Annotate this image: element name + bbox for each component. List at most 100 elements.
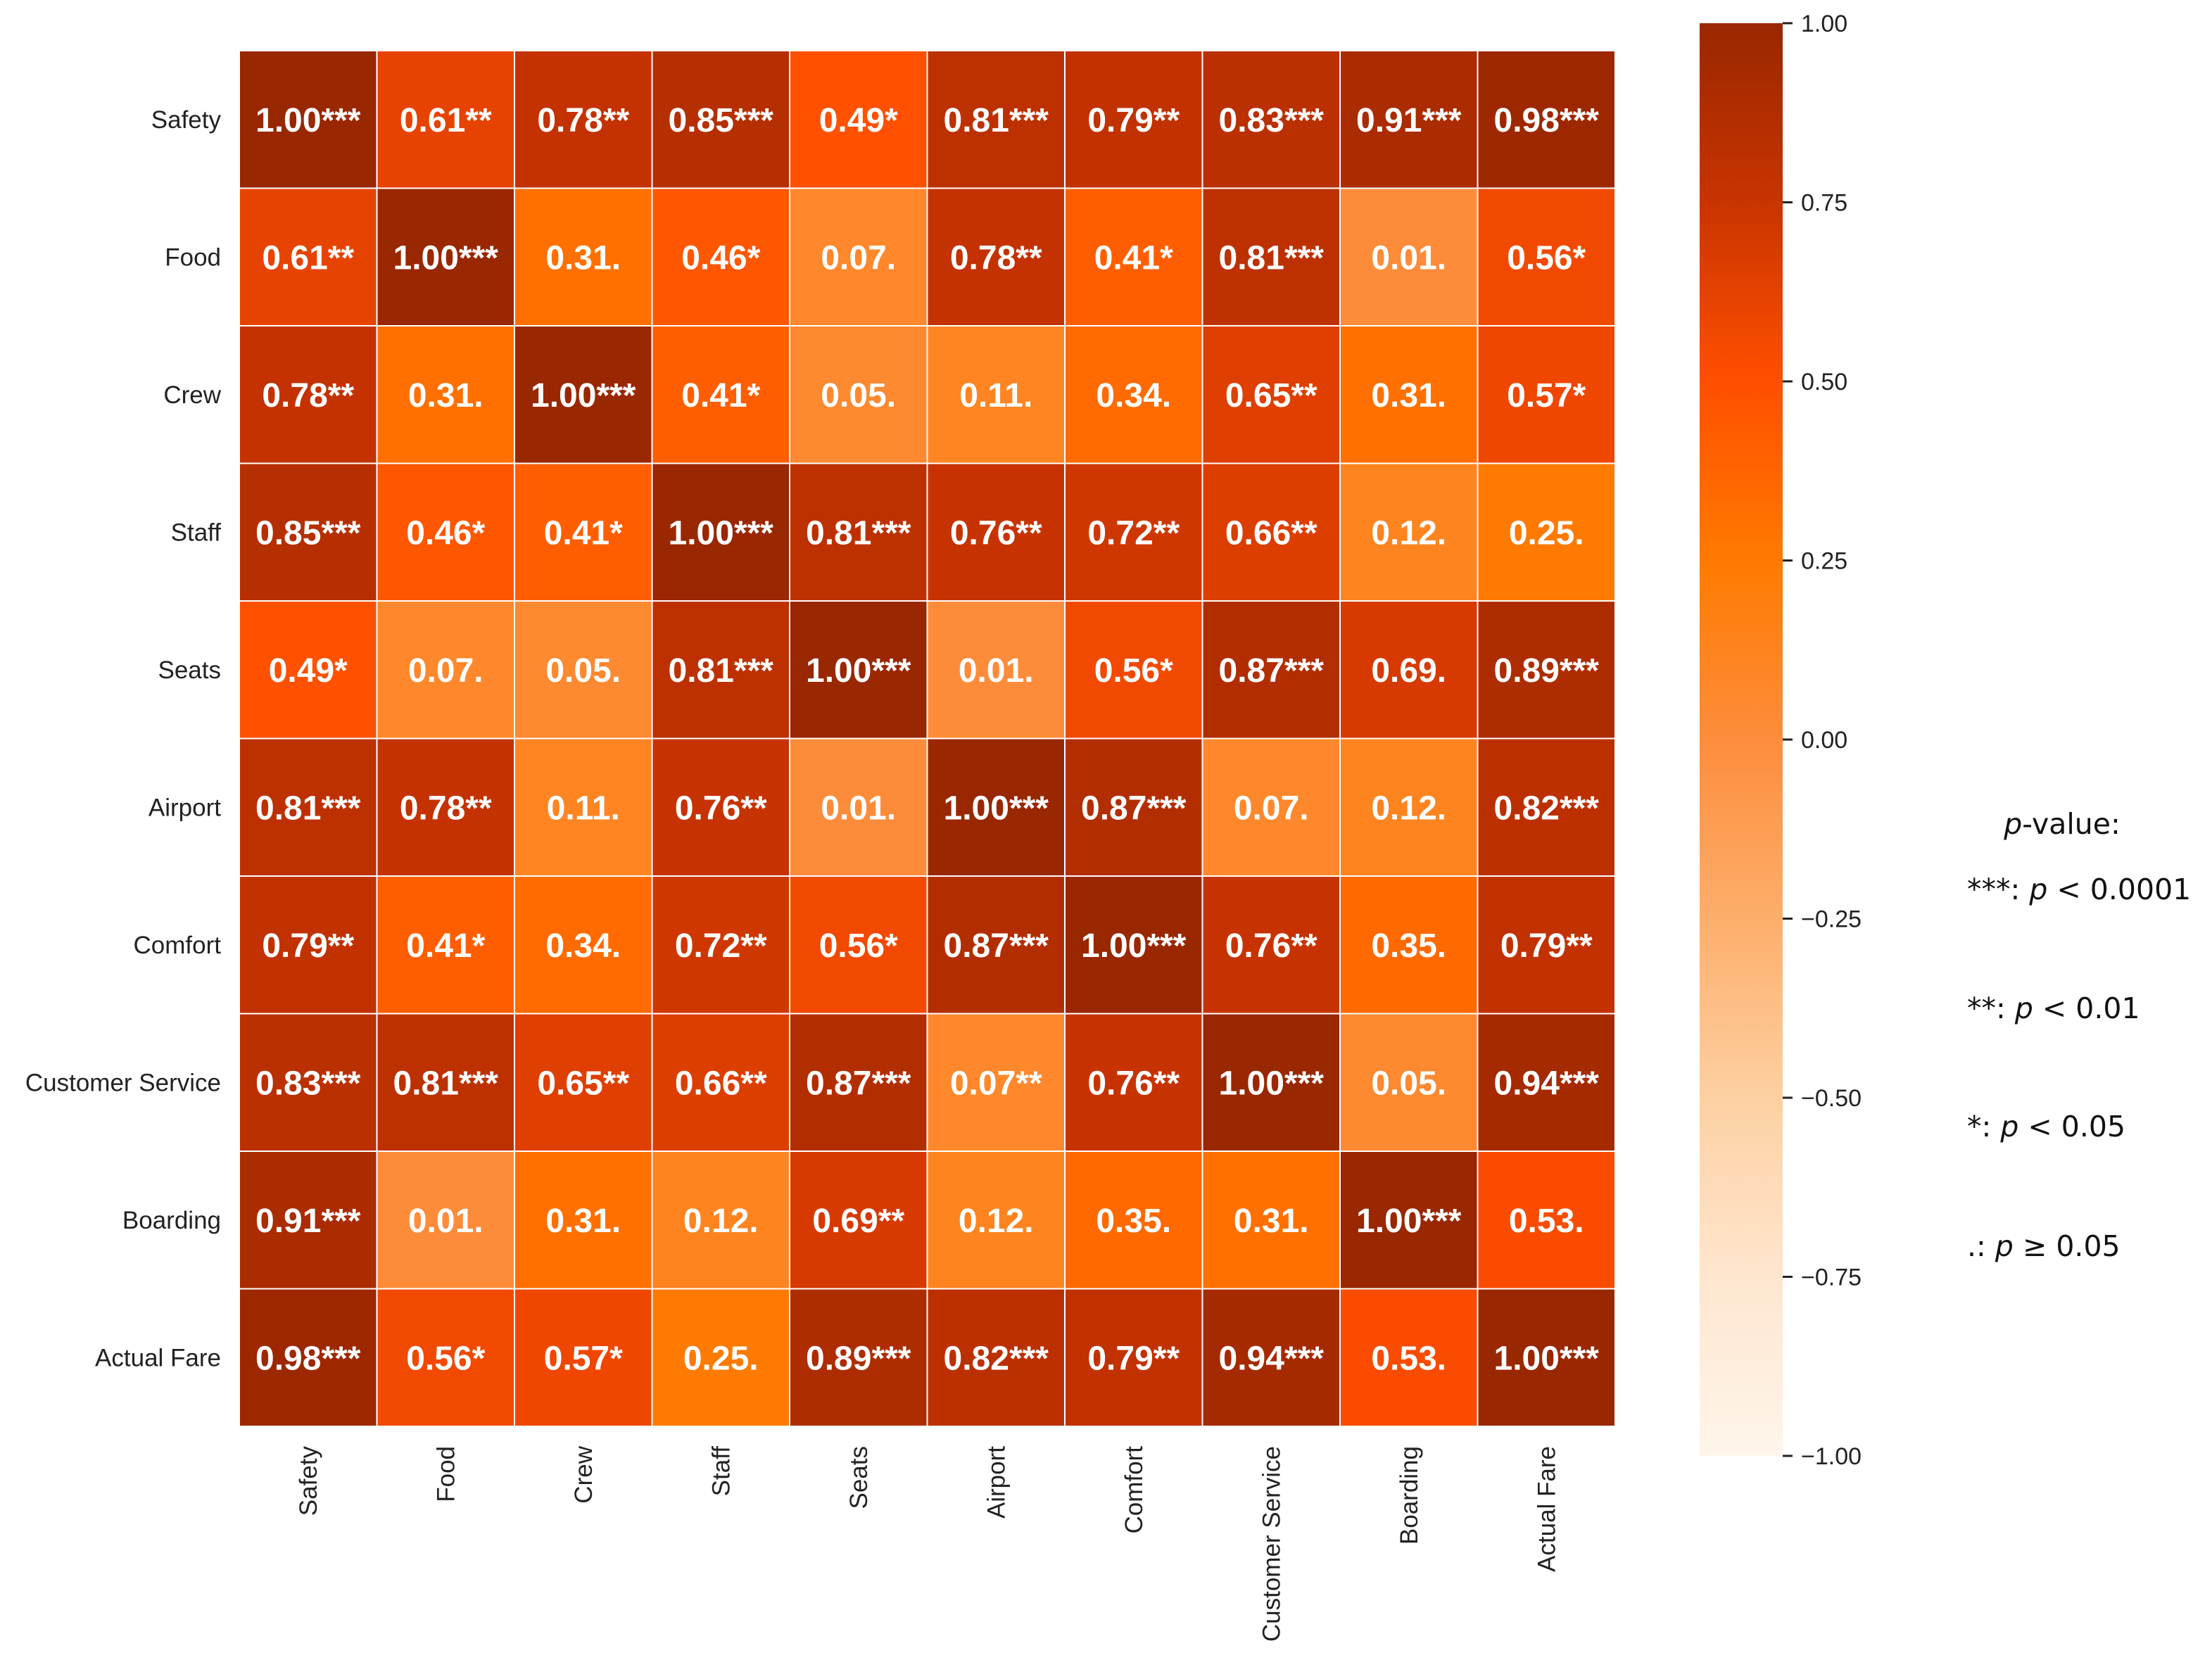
heatmap-cell-customer-service-safety: 0.83*** — [239, 1013, 378, 1152]
colorbar-tick-label: 1.00 — [1801, 11, 1847, 37]
cell-annotation: 0.78** — [262, 377, 354, 414]
heatmap-cell-seats-crew: 0.05. — [514, 600, 653, 740]
x-tick-label-boarding: Boarding — [1396, 1446, 1423, 1545]
heatmap-cell-seats-food: 0.07. — [376, 600, 515, 740]
heatmap-cell-fill — [1339, 875, 1479, 1015]
heatmap-cell-staff-comfort: 0.72** — [1064, 462, 1203, 602]
cell-annotation: 0.11. — [547, 790, 620, 827]
heatmap-cell-safety-actual-fare: 0.98*** — [1477, 50, 1616, 189]
heatmap-cell-comfort-seats: 0.56* — [789, 875, 928, 1015]
heatmap-cell-actual-fare-boarding: 0.53. — [1339, 1288, 1479, 1427]
heatmap-cell-airport-staff: 0.76** — [651, 737, 790, 877]
cell-annotation: 0.56* — [1507, 239, 1586, 277]
heatmap-cell-fill — [651, 50, 790, 189]
heatmap-cell-fill — [651, 187, 790, 327]
cell-annotation: 0.07. — [1234, 790, 1309, 827]
heatmap-cell-staff-airport: 0.76** — [926, 462, 1066, 602]
heatmap-cell-seats-actual-fare: 0.89*** — [1477, 600, 1616, 740]
heatmap-cell-fill — [789, 1151, 928, 1290]
heatmap-cell-fill — [1477, 875, 1616, 1015]
cell-annotation: 0.49* — [819, 102, 898, 139]
heatmap-cell-seats-safety: 0.49* — [239, 600, 378, 740]
x-tick-label-comfort: Comfort — [1120, 1446, 1148, 1534]
heatmap-cell-fill — [1477, 462, 1616, 602]
heatmap-cell-fill — [1064, 325, 1203, 464]
heatmap-cell-fill — [1201, 1151, 1341, 1290]
heatmap-cell-comfort-staff: 0.72** — [651, 875, 790, 1015]
heatmap-cell-customer-service-customer-service: 1.00*** — [1201, 1013, 1341, 1152]
cell-annotation: 0.05. — [821, 377, 896, 414]
cell-annotation: 0.31. — [545, 239, 621, 277]
cell-annotation: 0.69** — [812, 1203, 904, 1240]
cell-annotation: 0.56* — [819, 927, 898, 965]
legend-item: **: p < 0.01 — [1967, 991, 2140, 1025]
heatmap-cell-fill — [926, 462, 1066, 602]
cell-annotation: 1.00*** — [806, 652, 911, 690]
heatmap-cell-fill — [239, 325, 378, 464]
heatmap-cell-food-actual-fare: 0.56* — [1477, 187, 1616, 327]
heatmap-cell-fill — [651, 875, 790, 1015]
heatmap-cell-boarding-actual-fare: 0.53. — [1477, 1151, 1616, 1290]
heatmap-cell-actual-fare-safety: 0.98*** — [239, 1288, 378, 1427]
heatmap-cell-fill — [239, 1288, 378, 1427]
heatmap-cell-fill — [1064, 875, 1203, 1015]
cell-annotation: 0.66** — [1225, 514, 1317, 552]
heatmap-cell-actual-fare-customer-service: 0.94*** — [1201, 1288, 1341, 1427]
y-tick-label-actual-fare: Actual Fare — [95, 1344, 221, 1371]
cell-annotation: 0.82*** — [944, 1340, 1049, 1377]
heatmap-cell-fill — [1339, 1151, 1479, 1290]
colorbar-tick-label: 0.75 — [1801, 190, 1847, 217]
cell-annotation: 0.87*** — [806, 1065, 911, 1102]
heatmap-cell-fill — [514, 1151, 653, 1290]
cell-annotation: 1.00*** — [1219, 1065, 1325, 1102]
heatmap-cell-food-airport: 0.78** — [926, 187, 1066, 327]
heatmap-cell-fill — [239, 50, 378, 189]
heatmap-cell-comfort-airport: 0.87*** — [926, 875, 1066, 1015]
heatmap-cell-actual-fare-seats: 0.89*** — [789, 1288, 928, 1427]
cell-annotation: 0.78** — [400, 790, 492, 827]
cell-annotation: 0.83*** — [1219, 102, 1325, 139]
heatmap-cell-staff-food: 0.46* — [376, 462, 515, 602]
heatmap-cell-customer-service-food: 0.81*** — [376, 1013, 515, 1152]
cell-annotation: 0.12. — [1371, 514, 1446, 552]
cell-annotation: 0.79** — [1087, 102, 1180, 139]
heatmap-cell-airport-safety: 0.81*** — [239, 737, 378, 877]
cell-annotation: 0.12. — [1371, 790, 1446, 827]
heatmap-cell-fill — [1064, 737, 1203, 877]
cell-annotation: 0.53. — [1509, 1203, 1584, 1240]
cell-annotation: 0.98*** — [1494, 102, 1600, 139]
cell-annotation: 0.41* — [544, 514, 623, 552]
colorbar-tick-label: 0.25 — [1801, 548, 1847, 575]
cell-annotation: 0.76** — [1087, 1065, 1180, 1102]
heatmap-cell-staff-seats: 0.81*** — [789, 462, 928, 602]
heatmap-cell-comfort-food: 0.41* — [376, 875, 515, 1015]
heatmap-cell-fill — [926, 1013, 1066, 1152]
y-tick-label-food: Food — [165, 243, 221, 271]
heatmap-cell-customer-service-boarding: 0.05. — [1339, 1013, 1479, 1152]
heatmap-cell-fill — [1201, 1013, 1341, 1152]
heatmap-cell-safety-customer-service: 0.83*** — [1201, 50, 1341, 189]
heatmap-cell-crew-staff: 0.41* — [651, 325, 790, 464]
heatmap-cell-fill — [789, 325, 928, 464]
cell-annotation: 0.94*** — [1219, 1340, 1325, 1377]
heatmap-cell-fill — [926, 187, 1066, 327]
cell-annotation: 0.46* — [681, 239, 760, 277]
heatmap-cell-fill — [514, 1013, 653, 1152]
heatmap-cell-fill — [1201, 600, 1341, 740]
cell-annotation: 0.94*** — [1494, 1065, 1600, 1102]
cell-annotation: 0.34. — [545, 927, 621, 965]
x-tick-label-seats: Seats — [845, 1446, 873, 1509]
heatmap-cell-seats-boarding: 0.69. — [1339, 600, 1479, 740]
heatmap-cell-staff-crew: 0.41* — [514, 462, 653, 602]
heatmap-cell-seats-seats: 1.00*** — [789, 600, 928, 740]
cell-annotation: 0.89*** — [1494, 652, 1600, 690]
heatmap-cell-safety-safety: 1.00*** — [239, 50, 378, 189]
cell-annotation: 0.05. — [545, 652, 621, 690]
legend-title: p-value: — [2003, 807, 2121, 841]
cell-annotation: 0.79** — [1087, 1340, 1180, 1377]
heatmap-cell-staff-boarding: 0.12. — [1339, 462, 1479, 602]
heatmap-cell-fill — [1064, 1013, 1203, 1152]
heatmap-cell-comfort-actual-fare: 0.79** — [1477, 875, 1616, 1015]
heatmap-cell-airport-actual-fare: 0.82*** — [1477, 737, 1616, 877]
cell-annotation: 0.07** — [950, 1065, 1042, 1102]
